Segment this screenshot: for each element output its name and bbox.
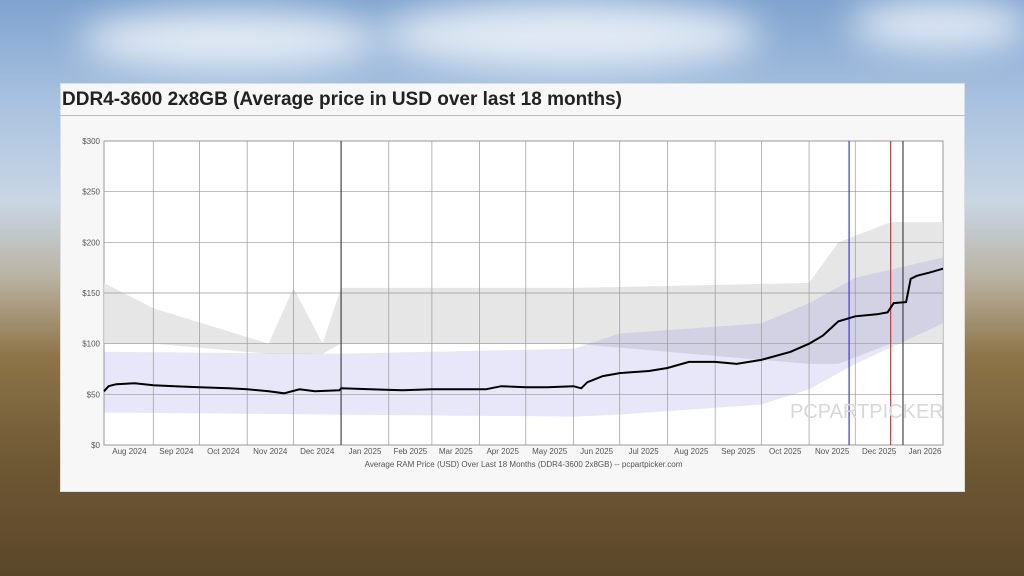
listing-range-band — [104, 257, 943, 417]
cloud — [80, 10, 380, 70]
chart-caption: Average RAM Price (USD) Over Last 18 Mon… — [365, 460, 683, 469]
y-tick-label: $300 — [82, 137, 100, 146]
x-tick-label: Aug 2025 — [674, 447, 709, 456]
x-tick-label: Dec 2024 — [300, 447, 335, 456]
x-tick-label: Jan 2025 — [348, 447, 381, 456]
x-tick-label: Aug 2024 — [112, 447, 147, 456]
x-tick-label: Sep 2025 — [721, 447, 756, 456]
cloud — [850, 0, 1024, 50]
y-tick-label: $250 — [82, 188, 100, 197]
y-tick-label: $50 — [87, 390, 101, 399]
x-tick-label: Apr 2025 — [486, 447, 519, 456]
y-tick-label: $0 — [91, 441, 100, 450]
watermark-logo: PCPARTPICKER — [790, 401, 944, 423]
x-tick-label: Jun 2025 — [580, 447, 613, 456]
title-divider — [60, 115, 965, 116]
x-tick-label: Feb 2025 — [393, 447, 427, 456]
y-tick-label: $200 — [82, 238, 100, 247]
x-tick-label: Sep 2024 — [159, 447, 194, 456]
x-tick-label: Dec 2025 — [862, 447, 897, 456]
x-tick-label: Oct 2025 — [769, 447, 802, 456]
chart-title: DDR4-3600 2x8GB (Average price in USD ov… — [62, 89, 622, 110]
x-tick-label: Nov 2024 — [253, 447, 288, 456]
x-tick-label: Mar 2025 — [439, 447, 473, 456]
cloud — [380, 0, 760, 70]
y-tick-label: $150 — [82, 289, 100, 298]
x-tick-label: Jan 2026 — [909, 447, 942, 456]
x-tick-label: May 2025 — [532, 447, 568, 456]
x-tick-label: Jul 2025 — [628, 447, 659, 456]
x-tick-label: Oct 2024 — [207, 447, 240, 456]
x-tick-label: Nov 2025 — [815, 447, 850, 456]
y-tick-label: $100 — [82, 340, 100, 349]
average-price-line — [103, 267, 944, 395]
